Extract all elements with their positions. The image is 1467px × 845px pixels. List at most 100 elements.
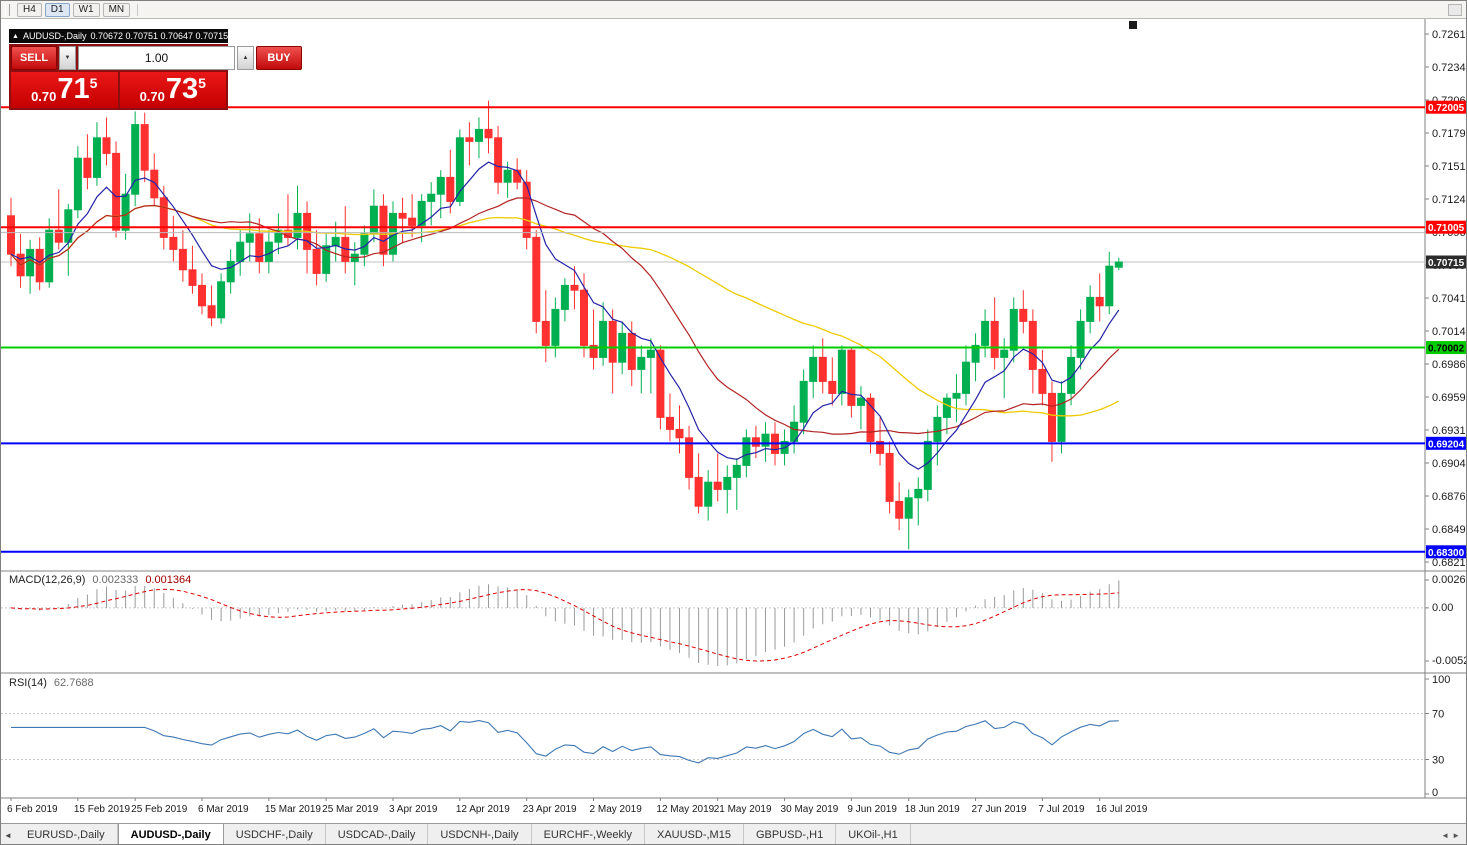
- candle-body: [169, 236, 178, 250]
- date-axis-label: 3 Apr 2019: [389, 804, 438, 815]
- candle-body: [599, 320, 608, 358]
- candle-body: [1105, 265, 1114, 307]
- candle-body: [847, 349, 856, 406]
- candle-body: [1095, 296, 1104, 307]
- candle-body: [933, 416, 942, 442]
- tab-eurchf-weekly[interactable]: EURCHF-,Weekly: [532, 824, 645, 844]
- candle-body: [274, 229, 283, 243]
- candle-body: [236, 241, 245, 262]
- candle-body: [713, 481, 722, 490]
- date-axis-label: 6 Mar 2019: [198, 804, 249, 815]
- sell-button[interactable]: SELL: [11, 46, 57, 70]
- tab-eurusd-daily[interactable]: EURUSD-,Daily: [15, 824, 118, 844]
- date-axis-label: 25 Feb 2019: [131, 804, 188, 815]
- hline-price-tag: [1426, 436, 1466, 450]
- candle-body: [570, 284, 579, 291]
- tab-usdcad-daily[interactable]: USDCAD-,Daily: [326, 824, 429, 844]
- candle-body: [914, 488, 923, 499]
- candle-body: [666, 416, 674, 430]
- candle-body: [799, 380, 808, 423]
- candle-body: [560, 284, 569, 310]
- hline-price-tag: [1426, 545, 1466, 559]
- candle-body: [102, 137, 111, 154]
- date-axis-label: 9 J​un 2019: [847, 804, 897, 815]
- tab-scroll-left-icon[interactable]: ◄: [4, 830, 12, 840]
- timeframe-button-d1[interactable]: D1: [44, 2, 70, 17]
- volume-decrease-button[interactable]: ▼: [59, 46, 76, 70]
- chart-tabs: EURUSD-,Daily AUDUSD-,Daily USDCHF-,Daily U…: [15, 823, 911, 844]
- tab-usdcnh-daily[interactable]: USDCNH-,Daily: [428, 824, 532, 844]
- volume-increase-button[interactable]: ▲: [237, 46, 254, 70]
- candle-body: [331, 236, 340, 247]
- chart-shift-marker[interactable]: [1129, 21, 1137, 29]
- tab-xauusd-m15[interactable]: XAUUSD-,M15: [645, 824, 744, 844]
- date-axis-label: 18 Jun 2019: [905, 804, 960, 815]
- tab-audusd-daily[interactable]: AUDUSD-,Daily: [117, 823, 224, 844]
- candle-body: [971, 344, 980, 363]
- candle-body: [1038, 368, 1047, 394]
- candle-body: [26, 248, 35, 277]
- tab-ukoil-h1[interactable]: UKOil-,H1: [836, 824, 911, 844]
- date-axis-label: 15 Feb 2019: [74, 804, 131, 815]
- candle-body: [656, 349, 665, 418]
- candle-body: [962, 361, 970, 394]
- toolbar-grip[interactable]: [5, 3, 10, 16]
- timeframe-button-w1[interactable]: W1: [72, 2, 100, 17]
- timeframe-button-mn[interactable]: MN: [102, 2, 131, 17]
- chart-title-bar: ▲ AUDUSD-,Daily 0.70672 0.70751 0.70647 …: [9, 29, 228, 43]
- buy-price-display[interactable]: 0.70 73 5: [119, 72, 226, 108]
- candle-body: [369, 205, 378, 235]
- tab-scroll-right-small-icon[interactable]: ►: [1452, 830, 1460, 840]
- timeframe-buttons: H4 D1 W1 MN: [17, 2, 131, 17]
- candle-body: [742, 437, 751, 466]
- candle-body: [198, 284, 206, 307]
- tab-scroll-left-small-icon[interactable]: ◄: [1441, 830, 1450, 840]
- candle-body: [7, 215, 15, 255]
- macd-axis-label: 0.00: [1432, 602, 1453, 614]
- chart-tab-bar: ◄ EURUSD-,Daily AUDUSD-,Daily USDCHF-,Dail…: [1, 823, 1466, 844]
- candle-body: [895, 500, 904, 519]
- price-axis-label: 0.68765: [1432, 491, 1467, 503]
- one-click-prices-row: 0.70 71 5 0.70 73 5: [11, 72, 226, 108]
- tab-scroll-buttons[interactable]: ◄ ►: [1435, 824, 1466, 844]
- candle-body: [1086, 296, 1095, 322]
- date-axis-label: 7 Jul 2019: [1038, 804, 1085, 815]
- timeframe-button-h4[interactable]: H4: [17, 2, 42, 17]
- rsi-indicator-label: RSI(14) 62.7688: [9, 677, 94, 689]
- candle-body: [732, 464, 741, 478]
- candle-body: [1048, 392, 1056, 442]
- date-axis-label: 16 Jul 2019: [1096, 804, 1148, 815]
- candle-body: [131, 124, 140, 195]
- candle-body: [551, 308, 560, 346]
- candle-body: [217, 281, 226, 319]
- candle-body: [580, 289, 588, 346]
- candle-body: [1019, 308, 1028, 322]
- date-axis-label: 25 Mar 2019: [322, 804, 379, 815]
- panel-collapse-icon[interactable]: ▲: [12, 32, 19, 40]
- price-axis-label: 0.69315: [1432, 425, 1467, 437]
- sell-price-pip: 5: [89, 75, 98, 91]
- candle-body: [589, 344, 598, 358]
- chart-background: [1, 19, 1466, 823]
- volume-input[interactable]: [78, 46, 235, 70]
- buy-button[interactable]: BUY: [256, 46, 302, 70]
- tab-gbpusd-h1[interactable]: GBPUSD-,H1: [744, 824, 837, 844]
- candle-body: [818, 356, 827, 382]
- price-axis-label: 0.68215: [1432, 557, 1467, 569]
- toolbar-separator: [137, 3, 139, 16]
- tab-usdchf-daily[interactable]: USDCHF-,Daily: [224, 824, 326, 844]
- candle-body: [885, 452, 894, 502]
- sell-price-display[interactable]: 0.70 71 5: [11, 72, 118, 108]
- candle-body: [188, 269, 197, 286]
- candle-body: [857, 397, 865, 406]
- candle-body: [694, 476, 703, 507]
- date-axis-label: 15 Mar 2019: [265, 804, 322, 815]
- hline-price-tag: [1426, 220, 1466, 234]
- candle-body: [83, 157, 92, 178]
- hline-price-tag-text: 0.71005: [1428, 223, 1465, 234]
- toolbar-corner-icon[interactable]: [1448, 3, 1462, 16]
- rsi-axis-label: 0: [1432, 787, 1438, 799]
- candle-body: [685, 437, 694, 478]
